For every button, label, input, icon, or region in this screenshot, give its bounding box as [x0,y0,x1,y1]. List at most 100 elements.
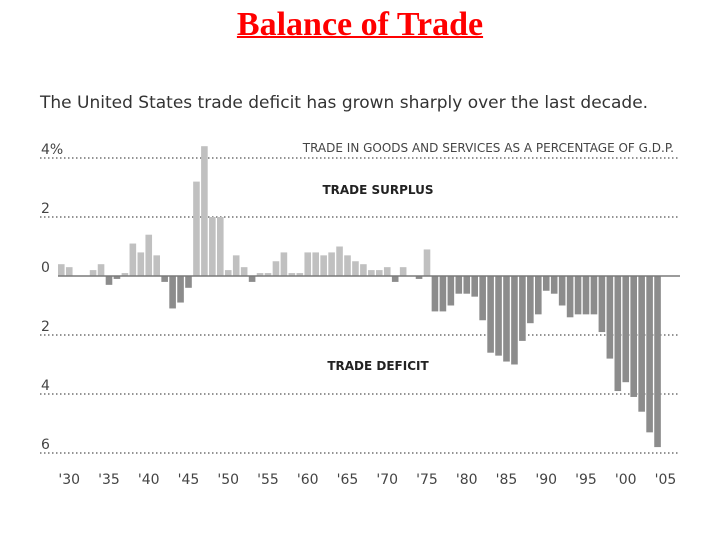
trade-surplus-label: TRADE SURPLUS [322,183,433,197]
bar-2004 [654,276,661,448]
bar-1989 [535,276,542,315]
y-tick-label: 4% [41,142,63,158]
bar-1930 [65,267,73,276]
bar-1980 [463,276,471,294]
y-tick-label: 2 [41,319,50,335]
bar-1994 [574,276,582,315]
bar-1947 [201,146,208,276]
bar-1941 [153,255,160,276]
x-tick-label: '05 [655,472,677,488]
x-tick-label: '65 [337,472,359,488]
bar-1956 [272,261,280,276]
bar-1962 [320,255,327,276]
bar-1997 [598,276,606,333]
x-tick-label: '55 [257,472,279,488]
bar-1984 [495,276,502,356]
bar-1958 [288,273,296,276]
x-tick-label: '80 [456,472,478,488]
x-axis-ticks: '30 '35 '40 '45 '50 '55 '60 '65 '70 '75 '80 '85 '90 '… [58,472,676,488]
bar-2000 [622,276,630,383]
bar-1929 [58,264,65,276]
bar-1948 [209,217,216,276]
bar-1981 [471,276,478,297]
bar-1951 [232,255,240,276]
bar-1987 [519,276,526,341]
bar-1952 [240,267,248,276]
bar-1968 [368,270,375,276]
bar-1950 [224,270,232,276]
bar-1939 [137,252,145,276]
trade-deficit-label: TRADE DEFICIT [327,359,429,373]
bar-1986 [511,276,518,365]
x-tick-label: '90 [535,472,557,488]
bar-1979 [455,276,463,294]
bar-1996 [590,276,598,315]
x-tick-label: '75 [416,472,438,488]
bar-1938 [129,243,137,276]
chart-subtitle: The United States trade deficit has grow… [40,93,649,113]
y-tick-label: 6 [41,437,50,453]
bar-1942 [161,276,168,282]
x-tick-label: '70 [376,472,398,488]
y-tick-label: 4 [41,378,50,394]
bar-1976 [431,276,439,312]
bar-1995 [582,276,590,315]
bar-2002 [638,276,645,412]
bar-1966 [352,261,359,276]
bar-1975 [423,249,431,276]
slide-title: Balance of Trade [236,6,484,43]
bar-1992 [558,276,566,306]
y-axis-ticks: 4% 2 0 2 4 6 [41,142,63,453]
bar-1983 [487,276,494,353]
bar-1998 [606,276,614,359]
bar-1974 [415,276,423,279]
bar-1982 [479,276,486,321]
x-tick-label: '50 [217,472,239,488]
bar-1988 [527,276,534,324]
bar-1985 [503,276,510,362]
bar-1993 [566,276,574,318]
x-tick-label: '45 [178,472,200,488]
x-tick-label: '40 [138,472,160,488]
bar-1933 [89,270,97,276]
bar-1969 [376,270,383,276]
x-tick-label: '85 [496,472,518,488]
bar-1963 [328,252,335,276]
bar-1971 [391,276,399,282]
bar-1949 [217,217,224,276]
x-tick-label: '00 [615,472,637,488]
bar-1934 [97,264,105,276]
bar-1946 [193,181,200,276]
bar-1967 [360,264,367,276]
x-tick-label: '30 [58,472,80,488]
bar-1954 [256,273,264,276]
bar-1937 [121,273,129,276]
bar-1964 [336,246,343,276]
bar-2001 [630,276,637,397]
bar-1955 [264,273,272,276]
x-tick-label: '60 [297,472,319,488]
chart-title: TRADE IN GOODS AND SERVICES AS A PERCENT… [302,141,674,155]
y-tick-label: 0 [41,260,50,276]
x-tick-label: '35 [98,472,120,488]
bar-1965 [344,255,351,276]
bar-1999 [614,276,622,392]
bar-1936 [113,276,121,279]
bar-1940 [145,234,153,276]
y-tick-label: 2 [41,201,50,217]
bar-1953 [248,276,256,282]
bar-1943 [169,276,176,309]
bar-1959 [296,273,304,276]
bar-1970 [383,267,391,276]
bar-1972 [399,267,407,276]
bar-1961 [312,252,319,276]
bar-1978 [447,276,455,306]
bar-1944 [177,276,184,303]
gridlines [40,157,678,454]
bar-1990 [542,276,550,291]
bar-2003 [646,276,653,433]
x-tick-label: '95 [575,472,597,488]
bar-1977 [439,276,447,312]
bar-1991 [550,276,558,294]
